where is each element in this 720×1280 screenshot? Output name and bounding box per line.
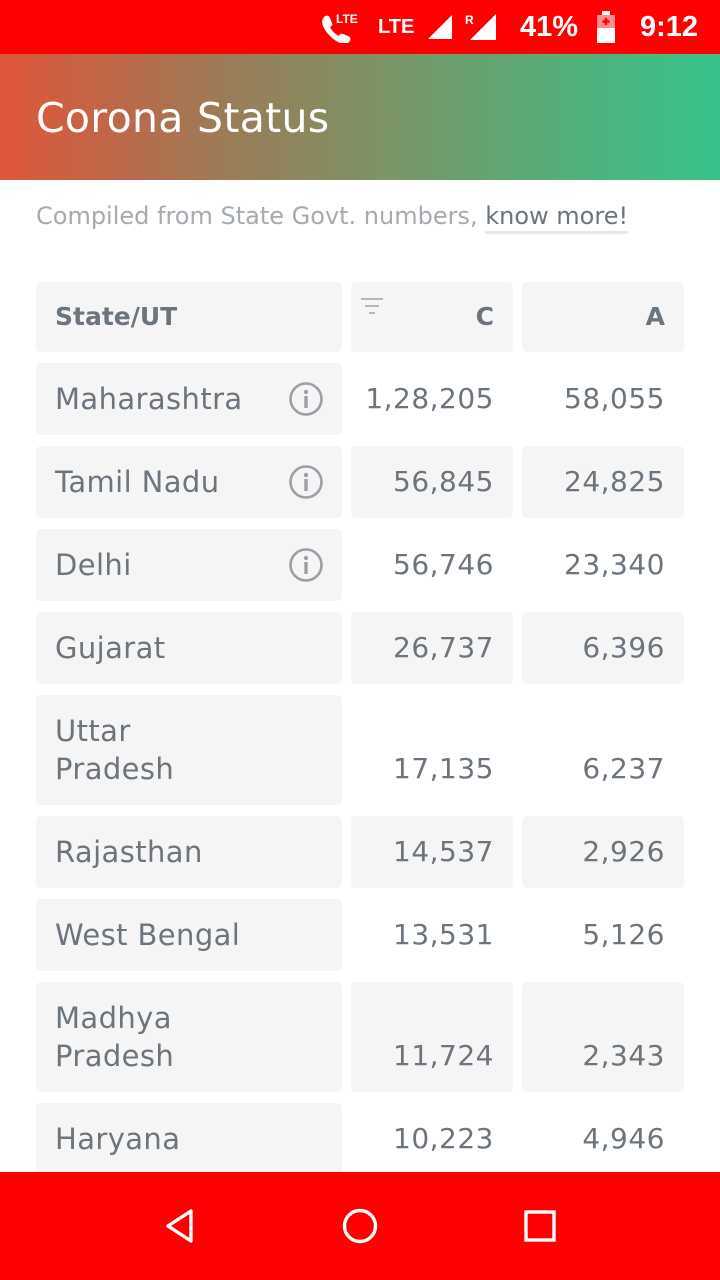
know-more-link[interactable]: know more! (485, 202, 629, 234)
state-name: Rajasthan (55, 835, 203, 869)
confirmed-value: 56,746 (393, 548, 494, 581)
confirmed-cell: 17,135 (351, 695, 513, 805)
active-cell: 6,396 (522, 612, 684, 684)
battery-percent: 41% (520, 10, 579, 43)
network-type-label: LTE (378, 15, 415, 38)
state-row-tamil-nadu[interactable]: Tamil Nadu (36, 446, 342, 518)
active-cell: 23,340 (522, 529, 684, 601)
header-active-label: A (645, 302, 665, 331)
state-row-maharashtra[interactable]: Maharashtra (36, 363, 342, 435)
clock: 9:12 (640, 10, 699, 43)
header-confirmed[interactable]: C (351, 282, 513, 352)
active-cell: 5,126 (522, 899, 684, 971)
active-value: 4,946 (582, 1122, 665, 1155)
app-bar: Corona Status (0, 54, 720, 180)
battery-charging-icon (596, 0, 616, 54)
info-icon[interactable] (288, 381, 324, 417)
source-note-text: Compiled from State Govt. numbers, (36, 202, 486, 230)
confirmed-value: 11,724 (393, 1039, 494, 1072)
active-cell: 2,926 (522, 816, 684, 888)
state-table-section: Compiled from State Govt. numbers, know … (0, 180, 720, 1172)
state-row-delhi[interactable]: Delhi (36, 529, 342, 601)
roaming-label: R (465, 13, 474, 27)
info-icon[interactable] (288, 547, 324, 583)
active-value: 2,343 (582, 1039, 665, 1072)
header-confirmed-label: C (475, 302, 494, 331)
confirmed-value: 26,737 (393, 631, 494, 664)
state-row-haryana[interactable]: Haryana (36, 1103, 342, 1172)
state-name: Delhi (55, 548, 132, 582)
state-name: Tamil Nadu (55, 465, 220, 499)
confirmed-value: 14,537 (393, 835, 494, 868)
confirmed-value: 10,223 (393, 1122, 494, 1155)
active-value: 2,926 (582, 835, 665, 868)
recents-square-icon[interactable] (520, 1206, 560, 1246)
state-row-rajasthan[interactable]: Rajasthan (36, 816, 342, 888)
confirmed-value: 13,531 (393, 918, 494, 951)
app-title: Corona Status (36, 94, 330, 142)
confirmed-value: 17,135 (393, 752, 494, 785)
confirmed-cell: 14,537 (351, 816, 513, 888)
state-name-line-2: Pradesh (55, 752, 175, 786)
active-value: 58,055 (564, 382, 665, 415)
signal-icon (424, 0, 454, 54)
header-state[interactable]: State/UT (36, 282, 342, 352)
confirmed-cell: 56,746 (351, 529, 513, 601)
active-value: 24,825 (564, 465, 665, 498)
roaming-signal-icon: R (464, 0, 498, 54)
header-active[interactable]: A (522, 282, 684, 352)
confirmed-value: 56,845 (393, 465, 494, 498)
confirmed-cell: 56,845 (351, 446, 513, 518)
active-value: 6,396 (582, 631, 665, 664)
state-name-line-1: Uttar (55, 714, 131, 748)
info-icon[interactable] (288, 464, 324, 500)
confirmed-cell: 13,531 (351, 899, 513, 971)
state-name-line-2: Pradesh (55, 1039, 175, 1073)
navigation-bar (0, 1172, 720, 1280)
state-name-line-1: Madhya (55, 1001, 172, 1035)
svg-text:LTE: LTE (336, 12, 358, 26)
active-cell: 4,946 (522, 1103, 684, 1172)
state-row-uttar-pradesh[interactable]: Uttar Pradesh (36, 695, 342, 805)
state-name: Haryana (55, 1122, 181, 1156)
confirmed-cell: 10,223 (351, 1103, 513, 1172)
active-value: 6,237 (582, 752, 665, 785)
confirmed-cell: 26,737 (351, 612, 513, 684)
active-value: 5,126 (582, 918, 665, 951)
status-bar: LTE LTE R 41% 9:12 (0, 0, 720, 54)
filter-icon (361, 298, 383, 314)
active-cell: 2,343 (522, 982, 684, 1092)
back-triangle-icon[interactable] (160, 1206, 200, 1246)
confirmed-cell: 1,28,205 (351, 363, 513, 435)
state-row-west-bengal[interactable]: West Bengal (36, 899, 342, 971)
state-row-gujarat[interactable]: Gujarat (36, 612, 342, 684)
state-name: Gujarat (55, 631, 166, 665)
active-cell: 58,055 (522, 363, 684, 435)
volte-call-icon: LTE (318, 0, 362, 54)
active-cell: 6,237 (522, 695, 684, 805)
active-cell: 24,825 (522, 446, 684, 518)
confirmed-value: 1,28,205 (365, 382, 494, 415)
active-value: 23,340 (564, 548, 665, 581)
confirmed-cell: 11,724 (351, 982, 513, 1092)
header-state-label: State/UT (55, 302, 178, 331)
state-name: West Bengal (55, 918, 241, 952)
home-circle-icon[interactable] (340, 1206, 380, 1246)
source-note: Compiled from State Govt. numbers, know … (36, 200, 636, 234)
state-name: Maharashtra (55, 382, 243, 416)
state-row-madhya-pradesh[interactable]: Madhya Pradesh (36, 982, 342, 1092)
